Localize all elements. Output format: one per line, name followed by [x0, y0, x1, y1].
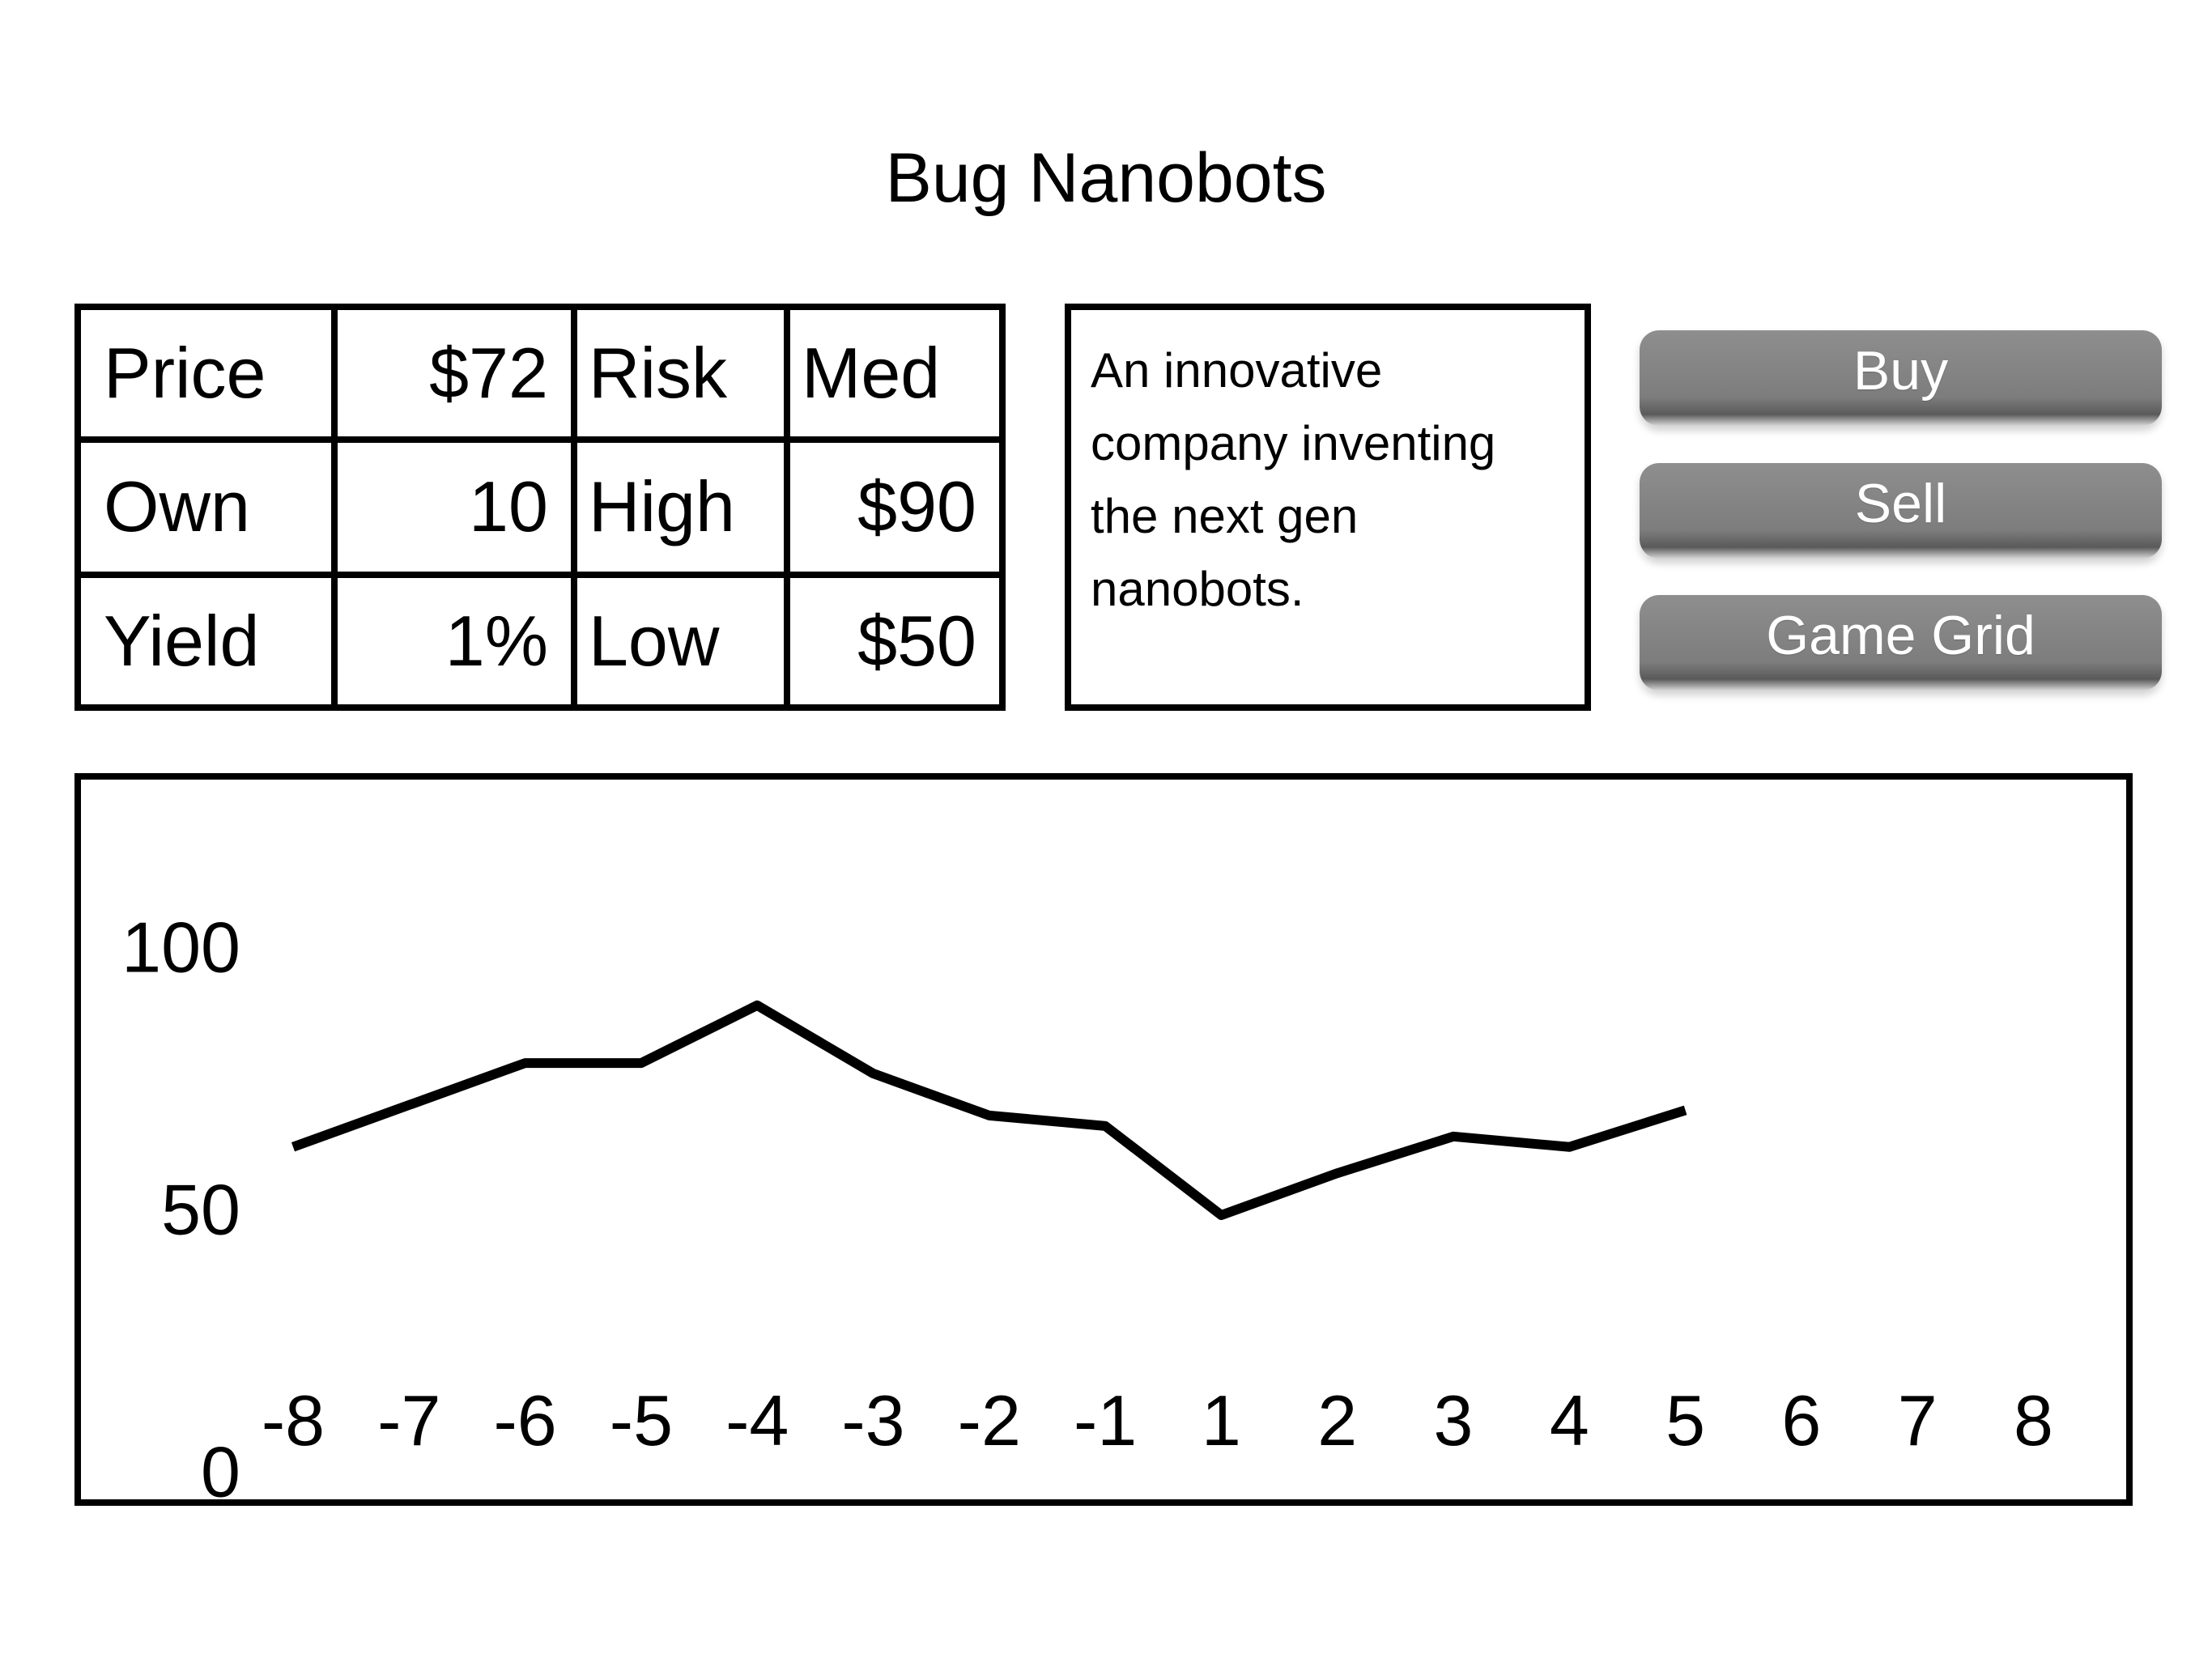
low-label: Low — [570, 571, 791, 704]
high-label: High — [570, 436, 791, 578]
price-label: Price — [81, 310, 338, 444]
x-tick-label: -5 — [610, 1380, 673, 1460]
x-tick-label: 3 — [1434, 1380, 1474, 1460]
price-value: $72 — [330, 310, 577, 444]
x-tick-label: -8 — [262, 1380, 325, 1460]
price-line — [291, 1000, 1687, 1220]
x-tick-label: 4 — [1550, 1380, 1589, 1460]
risk-label: Risk — [570, 310, 791, 444]
x-tick-label: 1 — [1202, 1380, 1241, 1460]
x-tick-label: -7 — [377, 1380, 440, 1460]
price-history-svg: 0 50 100 -8 -7 -6 -5 -4 -3 -2 -1 1 2 3 4 5 6 7 8 — [121, 907, 2053, 1506]
x-tick-label: 7 — [1898, 1380, 1938, 1460]
y-tick-label: 100 — [121, 907, 240, 987]
price-history-chart: 0 50 100 -8 -7 -6 -5 -4 -3 -2 -1 1 2 3 4 5 6 7 8 — [74, 773, 2133, 1506]
y-tick-label: 50 — [161, 1169, 240, 1249]
x-tick-label: -2 — [958, 1380, 1021, 1460]
stats-row-price: Price $72 Risk Med — [81, 310, 999, 444]
high-value: $90 — [784, 436, 999, 578]
own-value: 10 — [330, 436, 577, 578]
x-tick-label: -3 — [841, 1380, 904, 1460]
x-tick-label: 2 — [1317, 1380, 1357, 1460]
stats-row-yield: Yield 1% Low $50 — [81, 571, 999, 704]
x-tick-label: -1 — [1074, 1380, 1137, 1460]
own-label: Own — [81, 436, 338, 578]
company-description: An innovative company inventing the next… — [1065, 304, 1591, 711]
buy-button[interactable]: Buy — [1640, 330, 2162, 426]
y-tick-label: 0 — [201, 1431, 240, 1506]
x-tick-label: -4 — [725, 1380, 789, 1460]
page-title: Bug Nanobots — [885, 139, 1327, 217]
game-grid-button[interactable]: Game Grid — [1640, 595, 2162, 691]
x-tick-label: -6 — [493, 1380, 556, 1460]
stats-row-own: Own 10 High $90 — [81, 436, 999, 578]
sell-button[interactable]: Sell — [1640, 463, 2162, 559]
x-tick-label: 6 — [1781, 1380, 1821, 1460]
x-tick-label: 5 — [1665, 1380, 1705, 1460]
stats-table: Price $72 Risk Med Own 10 High $90 Yield… — [74, 304, 1006, 711]
risk-value: Med — [784, 310, 999, 444]
x-tick-label: 8 — [2014, 1380, 2053, 1460]
low-value: $50 — [784, 571, 999, 704]
yield-label: Yield — [81, 571, 338, 704]
yield-value: 1% — [330, 571, 577, 704]
